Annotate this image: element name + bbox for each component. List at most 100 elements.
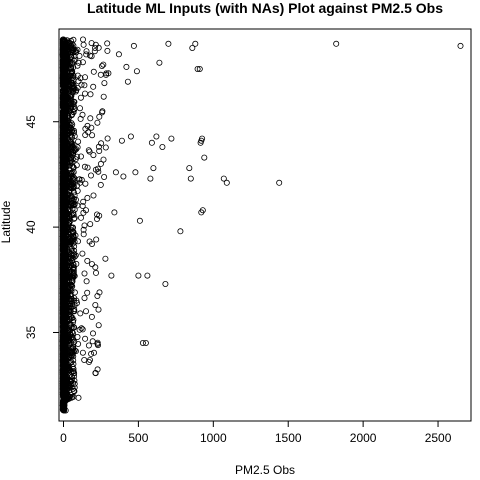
data-point <box>62 251 69 258</box>
data-point <box>84 164 91 171</box>
data-point <box>78 214 85 221</box>
data-point <box>62 46 69 53</box>
data-point <box>92 45 99 52</box>
data-point <box>86 358 93 365</box>
data-point <box>74 144 81 151</box>
data-point <box>64 211 71 218</box>
data-point <box>91 48 98 55</box>
data-point <box>84 194 91 201</box>
data-point <box>68 288 75 295</box>
data-point <box>93 236 100 243</box>
data-point <box>124 78 131 85</box>
data-point <box>78 153 85 160</box>
data-point <box>108 272 115 279</box>
data-point <box>67 121 74 128</box>
x-tick-label: 2000 <box>350 431 377 445</box>
data-point <box>87 115 94 122</box>
data-point <box>89 132 96 139</box>
data-point <box>89 240 96 247</box>
data-point <box>156 59 163 66</box>
chart-title: Latitude ML Inputs (with NAs) Plot again… <box>87 0 443 16</box>
data-point <box>62 87 69 94</box>
data-point <box>85 342 92 349</box>
data-point <box>77 179 84 186</box>
data-point <box>62 66 69 73</box>
data-point <box>64 367 71 374</box>
x-tick-label: 1000 <box>200 431 227 445</box>
data-point <box>89 338 96 345</box>
data-point <box>96 147 103 154</box>
data-point <box>62 358 69 365</box>
data-point <box>77 75 84 82</box>
data-point <box>63 392 70 399</box>
data-point <box>62 198 69 205</box>
data-point <box>87 221 94 228</box>
data-point <box>90 68 97 75</box>
data-point <box>95 143 102 150</box>
data-point <box>63 331 70 338</box>
data-point <box>220 175 227 182</box>
data-point <box>64 338 71 345</box>
data-point <box>147 175 154 182</box>
data-point <box>96 289 103 296</box>
data-point <box>100 93 107 100</box>
data-point <box>83 207 90 214</box>
data-point <box>71 377 78 384</box>
data-point <box>94 119 101 126</box>
data-point <box>62 257 69 264</box>
data-point <box>79 326 86 333</box>
data-point <box>68 149 75 156</box>
data-point <box>62 297 69 304</box>
data-point <box>65 98 72 105</box>
data-point <box>144 272 151 279</box>
data-point <box>69 162 76 169</box>
data-point <box>70 307 77 314</box>
data-point <box>68 52 75 59</box>
data-point <box>68 368 75 375</box>
data-point <box>68 72 75 79</box>
data-point <box>87 91 94 98</box>
data-point <box>79 111 86 118</box>
axes: 0 500 1000 1500 2000 2500 35 40 45 <box>24 115 452 445</box>
data-point <box>84 289 91 296</box>
data-point <box>115 51 122 58</box>
data-point <box>75 138 82 145</box>
data-point <box>201 154 208 161</box>
data-point <box>127 133 134 140</box>
data-point <box>72 348 79 355</box>
data-point <box>198 209 205 216</box>
data-point <box>103 70 110 77</box>
data-point <box>99 63 106 70</box>
data-point <box>80 41 87 48</box>
data-point <box>80 198 87 205</box>
data-point <box>75 340 82 347</box>
data-point <box>63 344 70 351</box>
data-point <box>62 315 69 322</box>
data-point <box>62 160 69 167</box>
data-point <box>90 330 97 337</box>
data-point <box>68 98 75 105</box>
data-point <box>83 51 90 58</box>
data-point <box>65 112 72 119</box>
data-point <box>81 295 88 302</box>
data-point <box>95 322 102 329</box>
data-point <box>91 349 98 356</box>
data-point <box>68 200 75 207</box>
data-point <box>148 139 155 146</box>
data-point <box>94 366 101 373</box>
x-tick-label: 1500 <box>275 431 302 445</box>
y-axis-label: Latitude <box>0 200 13 243</box>
data-point <box>77 310 84 317</box>
data-point <box>62 312 69 319</box>
data-point <box>60 36 67 43</box>
data-point <box>61 407 68 414</box>
data-point <box>60 401 67 408</box>
data-point <box>78 325 85 332</box>
x-tick-label: 0 <box>60 431 67 445</box>
data-point <box>64 308 71 315</box>
data-point <box>120 173 127 180</box>
data-point <box>84 257 91 264</box>
data-point <box>62 235 69 242</box>
data-point <box>100 156 107 163</box>
data-point <box>92 264 99 271</box>
